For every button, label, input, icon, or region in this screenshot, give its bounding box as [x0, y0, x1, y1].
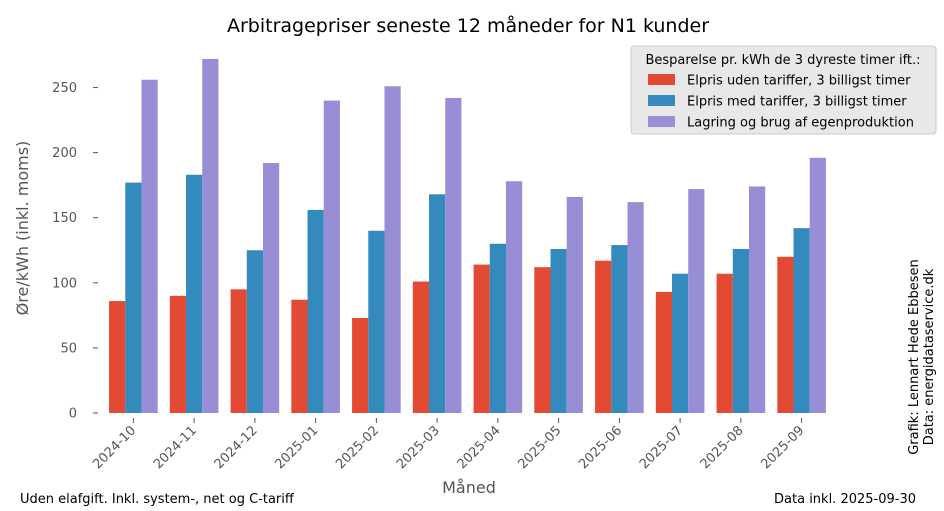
bar-2025-06-s1 — [611, 245, 628, 413]
bar-2025-09-s0 — [777, 256, 794, 413]
bar-2025-01-s0 — [291, 299, 308, 413]
bar-2025-05-s1 — [550, 248, 567, 413]
bar-2025-06-s2 — [627, 202, 644, 413]
x-tick-label: 2025-02 — [333, 423, 382, 472]
bar-2025-01-s2 — [323, 100, 340, 414]
bar-2025-07-s0 — [655, 291, 673, 413]
bar-2024-11-s2 — [202, 58, 219, 413]
legend-items: Elpris uden tariffer, 3 billigst timer El… — [648, 74, 914, 131]
x-tick-label: 2024-10 — [90, 423, 139, 472]
x-axis-label: Måned — [442, 478, 496, 497]
bar-2025-02-s2 — [384, 86, 401, 413]
y-tick-label: 150 — [52, 211, 77, 226]
legend-box — [630, 45, 937, 135]
bar-2024-10-s1 — [125, 182, 142, 413]
legend-swatch — [648, 95, 675, 106]
bar-2025-08-s1 — [732, 248, 749, 413]
legend-swatch — [648, 74, 675, 85]
bar-2025-07-s1 — [672, 273, 689, 413]
bar-2024-10-s2 — [141, 79, 158, 413]
bar-2025-03-s2 — [445, 97, 462, 414]
x-axis: 2024-10 2024-11 2024-12 2025-01 2025-02 2025-… — [90, 418, 807, 472]
y-tick-label: 0 — [69, 407, 77, 422]
y-axis: 0 50 100 150 200 250 — [52, 81, 98, 422]
credit-source: Data: energidataservice.dk — [922, 268, 937, 445]
bar-2024-10-s0 — [109, 301, 126, 413]
y-tick-label: 200 — [52, 146, 77, 161]
x-tick-label: 2025-01 — [272, 423, 321, 472]
y-tick-label: 50 — [60, 341, 77, 356]
x-tick-label: 2025-04 — [455, 423, 504, 472]
bar-2025-06-s0 — [595, 260, 612, 413]
x-tick-label: 2024-11 — [151, 423, 200, 472]
legend-title: Besparelse pr. kWh de 3 dyreste timer if… — [645, 53, 920, 68]
bar-2024-11-s0 — [169, 295, 187, 413]
credit-author: Grafik: Lennart Hede Ebbesen — [907, 259, 922, 455]
bar-2024-12-s1 — [246, 250, 263, 413]
chart-title: Arbitragepriser seneste 12 måneder for N… — [227, 14, 709, 37]
bar-2025-04-s1 — [489, 243, 506, 413]
bar-2025-05-s2 — [566, 196, 583, 413]
legend-label: Elpris uden tariffer, 3 billigst timer — [687, 74, 911, 89]
bar-2025-02-s1 — [368, 230, 385, 413]
x-tick-label: 2024-12 — [212, 423, 261, 472]
legend-label: Lagring og brug af egenproduktion — [687, 116, 914, 131]
bar-2025-08-s2 — [748, 186, 766, 413]
y-tick-label: 100 — [52, 276, 77, 291]
bar-2025-02-s0 — [352, 317, 369, 413]
legend-label: Elpris med tariffer, 3 billigst timer — [687, 95, 907, 110]
bar-2025-05-s0 — [534, 267, 551, 413]
bar-2024-12-s0 — [230, 289, 247, 413]
bar-2024-11-s1 — [186, 174, 203, 413]
bar-2025-07-s2 — [688, 189, 705, 413]
bar-2024-12-s2 — [262, 163, 280, 413]
x-tick-label: 2025-03 — [394, 423, 443, 472]
bar-2025-01-s1 — [307, 209, 324, 413]
legend-swatch — [648, 116, 675, 127]
bar-2025-09-s2 — [809, 157, 826, 413]
x-tick-label: 2025-08 — [698, 423, 747, 472]
footer-right-note: Data inkl. 2025-09-30 — [774, 492, 916, 507]
x-tick-label: 2025-05 — [515, 423, 564, 472]
footer-left-note: Uden elafgift. Inkl. system-, net og C-t… — [20, 492, 295, 507]
y-axis-label: Øre/kWh (inkl. moms) — [13, 141, 32, 316]
bar-2025-04-s0 — [473, 264, 490, 413]
bar-2025-08-s0 — [716, 273, 733, 413]
x-tick-label: 2025-07 — [637, 423, 686, 472]
bar-2025-09-s1 — [793, 228, 810, 413]
x-tick-label: 2025-09 — [758, 423, 807, 472]
x-tick-label: 2025-06 — [576, 423, 625, 472]
bar-2025-03-s0 — [412, 281, 430, 413]
bar-2025-04-s2 — [505, 181, 523, 413]
legend: Besparelse pr. kWh de 3 dyreste timer if… — [630, 45, 937, 135]
bar-2025-03-s1 — [429, 194, 446, 413]
bars — [109, 58, 826, 414]
y-tick-label: 250 — [52, 81, 77, 96]
